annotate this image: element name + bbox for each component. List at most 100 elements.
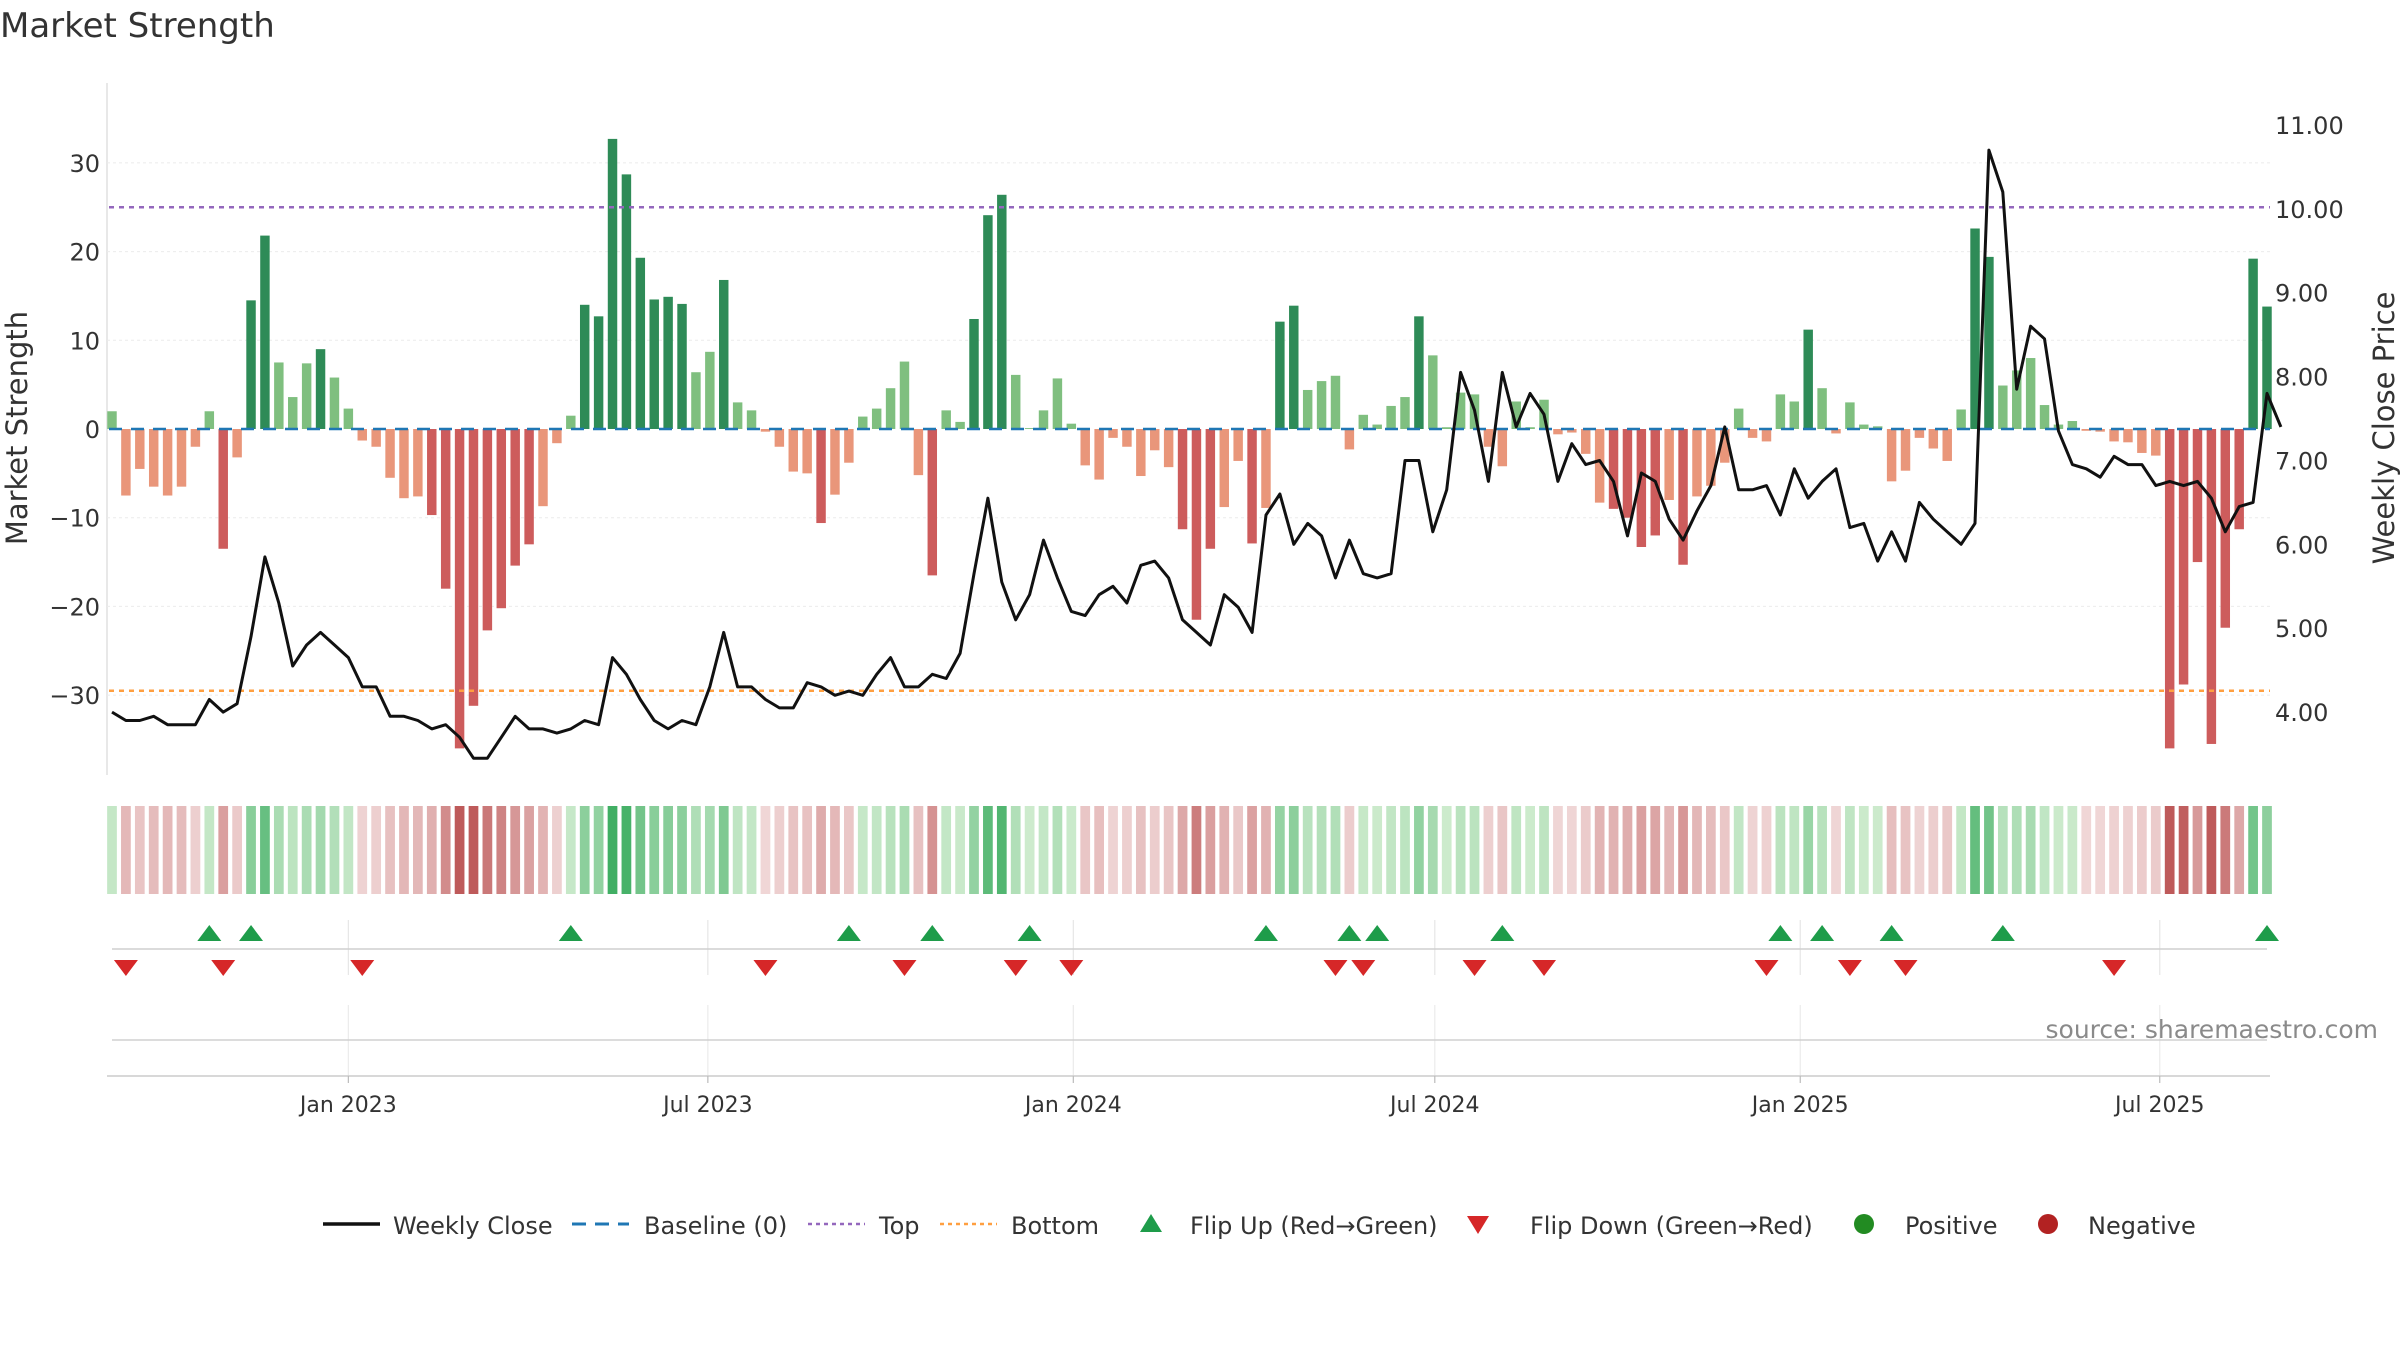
strength-bar: [496, 429, 507, 609]
legend-flip-down-icon: [1467, 1216, 1489, 1234]
heat-cell: [885, 806, 896, 894]
flip-down-marker: [350, 960, 375, 976]
flip-up-marker: [239, 925, 264, 941]
strength-bar: [1455, 392, 1466, 429]
flip-down-marker: [2102, 960, 2127, 976]
heat-cell: [134, 806, 145, 894]
heat-cell: [969, 806, 979, 894]
heat-cell: [2053, 806, 2064, 894]
chart-title: Market Strength: [0, 6, 275, 46]
heat-cell: [2109, 806, 2119, 894]
strength-bar: [1928, 429, 1939, 449]
strength-bar: [1789, 401, 1800, 429]
y-tick-label: 10: [69, 327, 100, 355]
strength-bar: [830, 429, 840, 495]
heat-cell: [232, 806, 242, 894]
heat-cell: [482, 806, 493, 894]
heat-cell: [1288, 806, 1299, 894]
strength-bar: [1372, 424, 1382, 429]
heat-cell: [1108, 806, 1118, 894]
heat-cell: [2137, 806, 2147, 894]
strength-bar: [1344, 429, 1355, 450]
strength-bar: [2067, 421, 2078, 429]
strength-bar: [288, 397, 298, 429]
heat-cell: [1594, 806, 1605, 894]
heat-cell: [579, 806, 590, 894]
heat-cell: [2039, 806, 2050, 894]
strength-bar: [1108, 429, 1118, 438]
heat-cell: [691, 806, 701, 894]
strength-bar: [1150, 429, 1160, 451]
heat-cell: [565, 806, 576, 894]
heat-cell: [983, 806, 993, 894]
heat-cell: [1163, 806, 1174, 894]
legend-flip-down-label: Flip Down (Green→Red): [1530, 1212, 1813, 1240]
source-label: source: sharemaestro.com: [2046, 1015, 2379, 1044]
strength-bar: [148, 429, 159, 487]
heat-cell: [871, 806, 882, 894]
heat-cell: [1858, 806, 1869, 894]
strength-bar: [2262, 306, 2272, 429]
heat-cell: [1261, 806, 1271, 894]
heat-cell: [287, 806, 298, 894]
heat-cell: [927, 806, 938, 894]
strength-bar: [858, 416, 868, 429]
strength-bar: [1859, 424, 1869, 429]
strength-bar: [1247, 429, 1257, 544]
heat-cell: [1678, 806, 1688, 894]
strength-bar: [2178, 429, 2189, 685]
heat-cell: [440, 806, 451, 894]
strength-bar: [802, 429, 812, 474]
flip-down-marker: [113, 960, 138, 976]
y-tick-label: 30: [69, 150, 100, 178]
strength-bar: [121, 429, 131, 496]
heat-cell: [218, 806, 229, 894]
heat-cell: [2192, 806, 2203, 894]
strength-bar: [1553, 429, 1563, 435]
heat-cell: [1719, 806, 1730, 894]
heat-cell: [260, 806, 270, 894]
strength-bar: [746, 410, 757, 429]
strength-bar: [1261, 429, 1271, 508]
y-tick-label: −30: [49, 682, 100, 710]
strength-bar: [1316, 381, 1327, 429]
x-tick-label: Jul 2025: [2113, 1093, 2205, 1118]
heat-cell: [746, 806, 757, 894]
strength-bar: [1706, 429, 1716, 486]
heat-cell: [246, 806, 256, 894]
strength-bar: [1483, 429, 1494, 447]
strength-bar: [677, 303, 687, 429]
flip-up-marker: [2255, 925, 2279, 941]
heat-cell: [190, 806, 201, 894]
heat-cell: [301, 806, 312, 894]
strength-bar: [1205, 429, 1216, 549]
heat-cell: [2234, 806, 2245, 894]
strength-bar: [413, 429, 423, 497]
heat-cell: [2206, 806, 2217, 894]
heat-cell: [1553, 806, 1563, 894]
y2-tick-label: 5.00: [2275, 615, 2328, 643]
strength-bar: [301, 363, 312, 429]
x-tick-label: Jan 2023: [298, 1093, 397, 1118]
heat-cell: [1455, 806, 1466, 894]
strength-bar: [1942, 429, 1952, 461]
strength-bar: [1233, 429, 1243, 461]
strength-bar: [1330, 375, 1341, 429]
heat-cell: [2220, 806, 2231, 894]
heat-cell: [802, 806, 813, 894]
strength-bar: [1511, 401, 1521, 429]
flip-up-markers: [197, 925, 2279, 941]
strength-bar: [204, 411, 215, 429]
heat-cell: [1539, 806, 1549, 894]
y2-tick-label: 9.00: [2275, 280, 2328, 308]
heat-cell: [2150, 806, 2161, 894]
heat-cell: [1233, 806, 1244, 894]
heat-cell: [496, 806, 507, 894]
heat-cell: [2123, 806, 2133, 894]
strength-bar: [482, 429, 493, 631]
strength-bar: [218, 429, 228, 549]
heat-cell: [955, 806, 965, 894]
heat-cell: [913, 806, 924, 894]
heat-cell: [413, 806, 423, 894]
heat-cell: [1608, 806, 1619, 894]
